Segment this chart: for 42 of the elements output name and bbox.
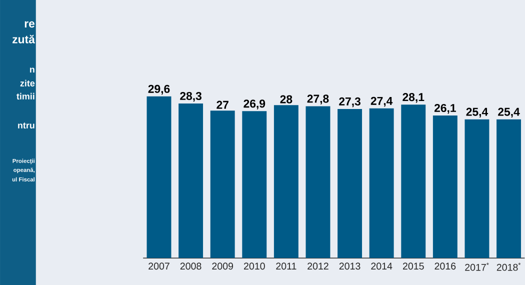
data-label: 29,6 [148, 84, 170, 94]
x-tick-label: 2011 [276, 262, 296, 270]
data-label: 25,4 [466, 108, 488, 118]
data-label: 26,9 [244, 99, 266, 110]
data-label: 27,8 [307, 94, 329, 104]
x-tick-label: 2010 [244, 262, 265, 270]
x-tick-label: 2017$^{*}$ [465, 262, 489, 271]
x-tick-label: 2009 [212, 262, 234, 270]
text: n [30, 68, 34, 72]
x-tick-label: 2016 [434, 262, 456, 270]
text: zută [12, 34, 35, 44]
x-tick-label: 2008 [180, 262, 202, 270]
bar [274, 104, 298, 258]
x-tick-label: 2018$^{*}$ [496, 262, 521, 271]
bar [369, 108, 394, 258]
data-label: 26,1 [434, 104, 456, 114]
text: zite [20, 80, 35, 86]
data-label: 27 [216, 100, 228, 109]
data-label: 28,1 [402, 92, 424, 103]
bar [496, 119, 522, 258]
x-tick-label: 2013 [339, 262, 360, 270]
bar [210, 110, 235, 258]
bar [306, 106, 330, 258]
bar [338, 108, 362, 258]
data-label: 25,4 [498, 108, 520, 118]
x-tick-label: 2014 [371, 262, 392, 270]
bar [146, 96, 172, 258]
x-tick-label: 2015 [402, 262, 424, 270]
text: timii [16, 92, 34, 100]
bar [432, 115, 458, 258]
data-label: 27,3 [339, 97, 360, 107]
x-tick-label: 2007 [148, 262, 170, 270]
text: re [24, 21, 35, 28]
x-tick-label: 2012 [308, 262, 328, 270]
bar [401, 104, 426, 258]
text: ntru [18, 122, 34, 128]
bar [242, 110, 267, 258]
data-label: 28 [280, 95, 292, 104]
bar [464, 119, 490, 258]
bar [178, 103, 204, 258]
data-label: 28,3 [180, 92, 202, 102]
data-label: 27,4 [370, 96, 393, 106]
